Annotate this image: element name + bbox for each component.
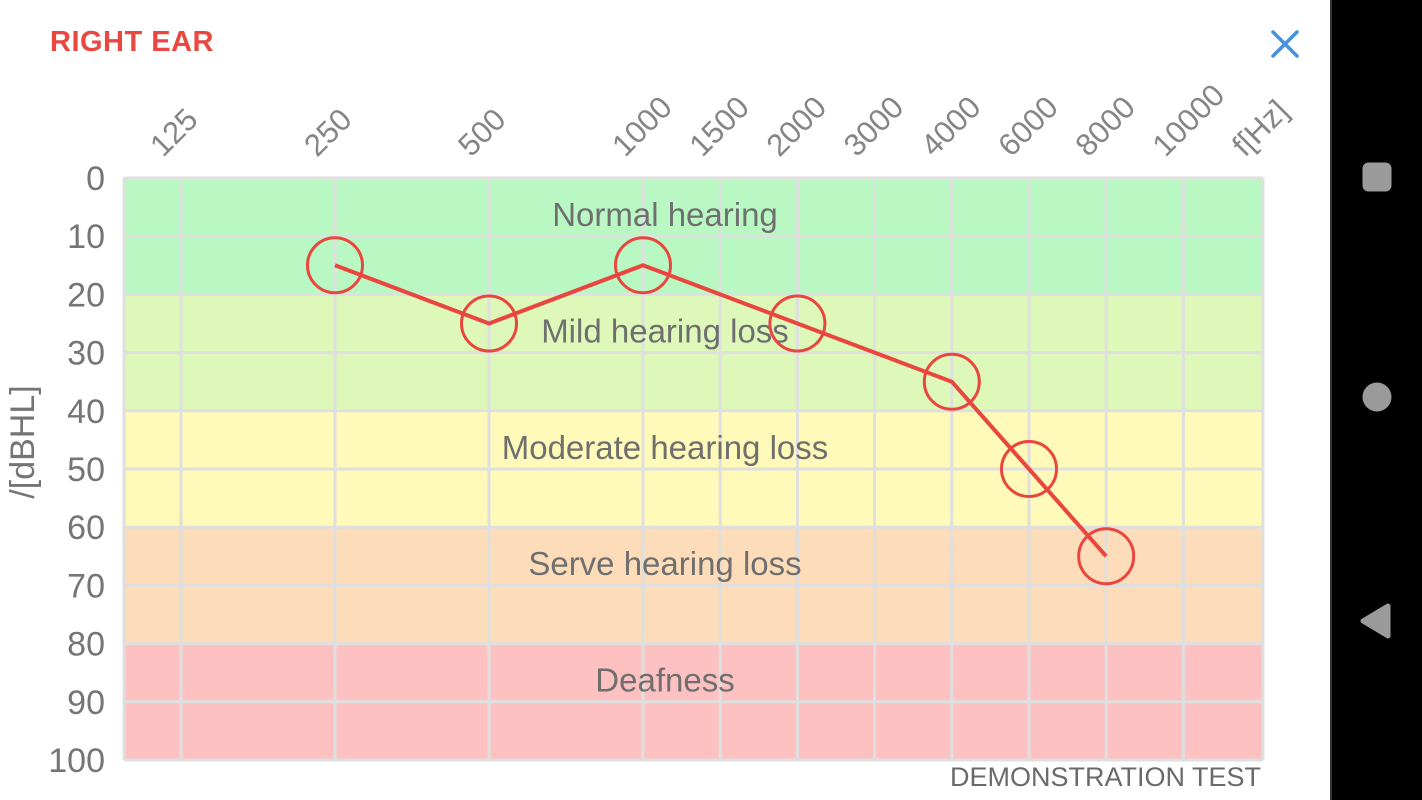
band-label: Deafness [595,662,734,699]
recents-square-icon [1362,162,1392,192]
x-tick-label: 2000 [760,89,834,163]
y-tick-label: 30 [67,335,105,373]
y-tick-label: 10 [67,218,105,256]
x-tick-label: 250 [297,102,358,163]
x-tick-label: 8000 [1068,89,1142,163]
band-label: Normal hearing [552,196,778,233]
x-tick-label: 3000 [837,89,911,163]
band-label: Mild hearing loss [541,312,789,349]
data-point-marker[interactable] [1000,440,1058,498]
x-tick-label: 4000 [914,89,988,163]
back-triangle-icon [1360,603,1391,639]
android-navigation-bar [1330,0,1422,800]
audiogram-chart[interactable]: Normal hearing Mild hearing loss Moderate … [0,0,1330,800]
x-tick-label: 125 [143,102,204,163]
demonstration-test-label: DEMONSTRATION TEST [950,762,1261,792]
y-tick-label: 80 [67,626,105,664]
y-tick-label: 20 [67,276,105,314]
x-tick-label: 10000 [1146,77,1232,163]
close-icon [1271,30,1299,58]
x-tick-label: 1500 [682,89,756,163]
x-tick-label: 6000 [991,89,1065,163]
band-label: Moderate hearing loss [502,429,829,466]
x-tick-label: 500 [451,102,512,163]
data-point-marker[interactable] [306,236,364,295]
x-axis-unit-label: f[Hz] [1225,93,1295,163]
home-circle-icon [1362,382,1392,412]
y-tick-label: 100 [48,742,105,780]
data-point-marker[interactable] [460,294,518,353]
y-tick-label: 90 [67,684,105,722]
home-button[interactable] [1355,375,1399,419]
page-title: RIGHT EAR [50,26,214,58]
recents-button[interactable] [1355,155,1399,199]
y-tick-label: 60 [67,509,105,547]
back-button[interactable] [1354,596,1400,646]
audiogram-screen: RIGHT EAR Normal hearing Mild hearing los… [0,0,1330,800]
y-tick-label: 0 [86,160,105,198]
y-tick-label: 50 [67,451,105,489]
band-label: Serve hearing loss [528,545,801,582]
y-tick-label: 40 [67,393,105,431]
data-point-marker[interactable] [1077,527,1136,586]
y-tick-label: 70 [67,567,105,605]
close-button[interactable] [1264,23,1306,65]
data-point-marker[interactable] [922,352,981,411]
data-point-marker[interactable] [768,294,827,353]
threshold-line [334,263,1108,558]
y-axis-label: /[dBHL] [4,385,42,498]
x-tick-label: 1000 [605,89,679,163]
data-point-marker[interactable] [614,236,672,295]
